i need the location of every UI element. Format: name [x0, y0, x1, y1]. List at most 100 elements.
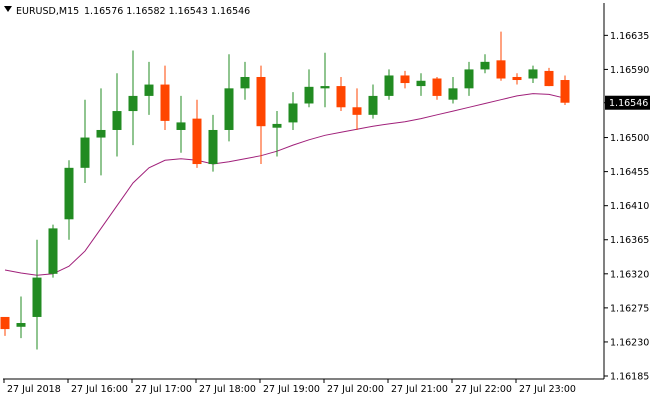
- bull-candle-body: [144, 84, 154, 96]
- bull-candle-body: [288, 103, 298, 123]
- time-tick-label: 27 Jul 22:00: [455, 384, 512, 395]
- bull-candle-body: [96, 129, 106, 138]
- time-tick-label: 27 Jul 16:00: [71, 384, 128, 395]
- symbol-timeframe-label: EURUSD,M15: [16, 6, 79, 17]
- bull-candle-body: [80, 137, 90, 168]
- candle: [480, 54, 490, 74]
- candle: [464, 61, 474, 96]
- candle: [384, 69, 394, 100]
- current-price-marker: [605, 95, 650, 110]
- bull-candle-body: [272, 123, 282, 128]
- bull-candle-body: [176, 122, 186, 130]
- price-tick-label: 1.16230: [610, 337, 649, 348]
- bull-candle-body: [128, 95, 138, 112]
- candle: [256, 65, 266, 165]
- bear-candle-body: [192, 118, 202, 165]
- candle: [192, 99, 202, 168]
- chart-header: EURUSD,M15 1.16576 1.16582 1.16543 1.165…: [4, 6, 250, 17]
- time-tick-label: 27 Jul 18:00: [199, 384, 256, 395]
- price-tick-label: 1.16635: [610, 31, 649, 42]
- candle: [448, 76, 458, 104]
- time-scale: 27 Jul 2018 27 Jul 16:00 27 Jul 17:00 27 Ju…: [3, 379, 576, 395]
- ohlc-values-label: 1.16576 1.16582 1.16543 1.16546: [84, 6, 250, 17]
- price-tick-label: 1.16410: [610, 201, 649, 212]
- candle: [304, 69, 314, 108]
- candle: [432, 76, 442, 100]
- bull-candle-body: [464, 69, 474, 89]
- axes-layer: [3, 3, 605, 380]
- candle: [544, 67, 554, 87]
- price-scale: 1.16635 1.16590 1.16546 1.16500 1.16455 1.164…: [604, 31, 650, 383]
- candle: [272, 111, 282, 157]
- time-tick-label: 27 Jul 19:00: [263, 384, 320, 395]
- time-tick-label: 27 Jul 2018: [7, 384, 61, 395]
- time-tick-label: 27 Jul 21:00: [391, 384, 448, 395]
- candle: [0, 316, 10, 336]
- bull-candle-body: [320, 86, 330, 89]
- bull-candle-body: [416, 80, 426, 87]
- time-tick-label: 27 Jul 20:00: [327, 384, 384, 395]
- candle: [144, 61, 154, 115]
- time-tick-label: 27 Jul 23:00: [519, 384, 576, 395]
- candle: [352, 88, 362, 130]
- time-tick-label: 27 Jul 17:00: [135, 384, 192, 395]
- bull-candle-body: [32, 277, 42, 317]
- candle: [400, 70, 410, 89]
- candles-layer: [0, 31, 570, 350]
- candle: [240, 61, 250, 100]
- bear-candle-body: [400, 75, 410, 84]
- current-price-label: 1.16546: [609, 98, 648, 109]
- bear-candle-body: [160, 84, 170, 121]
- price-tick-label: 1.16365: [610, 235, 649, 246]
- moving-average-line: [4, 93, 566, 276]
- bear-candle-body: [256, 76, 266, 127]
- candle: [512, 73, 522, 85]
- bear-candle-body: [432, 78, 442, 96]
- price-tick-label: 1.16185: [610, 372, 649, 383]
- candle: [64, 160, 74, 240]
- candle: [208, 114, 218, 172]
- bear-candle-body: [512, 76, 522, 81]
- price-tick-label: 1.16455: [610, 167, 649, 178]
- candle: [224, 54, 234, 142]
- candle: [560, 75, 570, 105]
- bull-candle-body: [224, 88, 234, 130]
- bull-candle-body: [304, 86, 314, 104]
- candle: [112, 73, 122, 157]
- candle: [160, 65, 170, 130]
- bull-candle-body: [208, 129, 218, 165]
- bull-candle-body: [112, 111, 122, 130]
- price-tick-label: 1.16500: [610, 133, 649, 144]
- candle: [496, 31, 506, 81]
- candle: [416, 73, 426, 96]
- price-tick-label: 1.16590: [610, 65, 649, 76]
- candle: [16, 296, 26, 339]
- candle: [336, 76, 346, 112]
- candle: [528, 65, 538, 84]
- candle: [320, 52, 330, 108]
- candle: [176, 95, 186, 153]
- candle: [32, 239, 42, 350]
- triangle-down-icon: [4, 6, 12, 12]
- price-tick-label: 1.16320: [610, 269, 649, 280]
- bull-candle-body: [240, 76, 250, 89]
- candle: [288, 92, 298, 130]
- moving-average-layer: [4, 93, 566, 276]
- price-tick-label: 1.16275: [610, 303, 649, 314]
- bear-candle-body: [544, 70, 554, 87]
- bull-candle-body: [64, 167, 74, 220]
- bull-candle-body: [448, 88, 458, 100]
- bull-candle-body: [384, 75, 394, 96]
- bear-candle-body: [352, 107, 362, 115]
- bear-candle-body: [496, 60, 506, 79]
- candle: [48, 224, 58, 278]
- candle: [128, 50, 138, 146]
- candle: [96, 88, 106, 176]
- bear-candle-body: [336, 86, 346, 108]
- candle: [368, 84, 378, 119]
- bear-candle-body: [0, 316, 10, 330]
- candle: [80, 99, 90, 183]
- bull-candle-body: [368, 95, 378, 115]
